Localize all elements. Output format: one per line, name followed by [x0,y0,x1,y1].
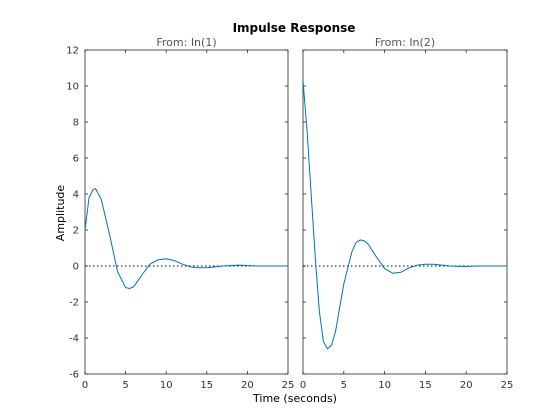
x-tick-label: 25 [501,380,514,391]
y-tick-label: 6 [73,154,79,165]
x-axis-label: Time (seconds) [252,392,337,405]
x-tick-label: 25 [282,380,295,391]
impulse-response-line [302,80,507,350]
y-tick-label: 2 [73,226,79,237]
axes-box [84,49,289,375]
y-tick-label: 4 [73,190,79,201]
x-tick-label: 15 [419,380,432,391]
panel-1: From: In(1) 0 5 10 15 20 25 -6 -4 -2 0 2 4 6 8 10 12 [66,36,294,391]
y-tick-label: 8 [73,118,79,129]
impulse-response-line [84,188,288,289]
y-axis-label: Amplitude [54,185,67,242]
y-tick-label: 12 [66,46,79,57]
x-tick-label: 5 [341,380,347,391]
x-tick-label: 10 [160,380,173,391]
x-tick-label: 20 [241,380,254,391]
chart-title: Impulse Response [233,21,356,35]
y-tick-label: -2 [69,298,79,309]
y-tick-label: -6 [69,370,79,381]
y-tick-label: -4 [69,334,79,345]
panel-2: From: In(2) 0 5 10 15 20 25 [300,36,514,391]
y-tick-label: 10 [66,82,79,93]
x-tick-label: 0 [300,380,306,391]
plot-panels: From: In(1)0 5 10 15 20 25-6-4-2024681012From… [66,36,513,391]
x-tick-label: 15 [200,380,213,391]
panel-subtitle: From: In(2) [375,36,435,49]
panel-subtitle: From: In(1) [156,36,216,49]
x-tick-label: 20 [460,380,473,391]
y-tick-label: 0 [73,262,79,273]
x-tick-label: 0 [82,380,88,391]
x-tick-label: 5 [122,380,128,391]
axes-box [302,49,508,375]
x-tick-label: 10 [378,380,391,391]
